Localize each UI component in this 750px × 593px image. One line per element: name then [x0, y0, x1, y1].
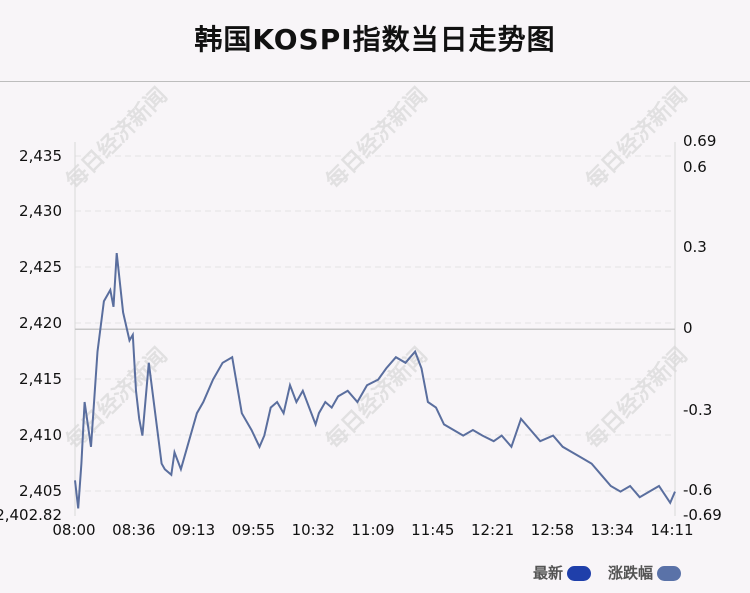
right-tick-label: -0.3 [683, 401, 712, 419]
left-tick-label: 2,410 [19, 426, 62, 444]
left-tick-label: 2,420 [19, 314, 62, 332]
title-divider [0, 81, 750, 82]
x-tick-label: 09:55 [232, 521, 275, 539]
watermark-5: 每日经济新闻 [581, 343, 693, 455]
x-tick-label: 09:13 [172, 521, 215, 539]
right-tick-label: 0 [683, 319, 693, 337]
chart-title: 韩国KOSPI指数当日走势图 [194, 23, 556, 56]
right-tick-label: -0.69 [683, 506, 722, 524]
watermark-1: 每日经济新闻 [321, 83, 433, 195]
x-tick-label: 10:32 [292, 521, 335, 539]
left-tick-label: 2,405 [19, 482, 62, 500]
x-tick-label: 14:11 [650, 521, 693, 539]
legend-item-latest[interactable]: 最新 [533, 562, 592, 583]
right-tick-labels: 0.69 0.6 0.3 0 -0.3 -0.6 -0.69 [683, 132, 722, 524]
x-tick-label: 08:00 [52, 521, 95, 539]
legend-label-change: 涨跌幅 [608, 564, 654, 582]
watermark-3: 每日经济新闻 [61, 343, 173, 455]
left-tick-labels: 2,435 2,430 2,425 2,420 2,415 2,410 2,405 2,402… [0, 147, 62, 524]
legend-swatch-latest [567, 566, 592, 581]
x-tick-label: 11:45 [411, 521, 454, 539]
x-tick-labels: 08:00 08:36 09:13 09:55 10:32 11:09 11:45 12:21… [52, 521, 693, 539]
watermark-0: 每日经济新闻 [61, 83, 173, 195]
x-tick-label: 08:36 [112, 521, 155, 539]
right-tick-label: 0.3 [683, 238, 707, 256]
legend-swatch-change [657, 566, 682, 581]
index-series-line [74, 252, 676, 509]
left-tick-label: 2,425 [19, 258, 62, 276]
legend-item-change[interactable]: 涨跌幅 [608, 562, 682, 583]
left-min-label: 2,402.82 [0, 506, 62, 524]
x-tick-label: 11:09 [351, 521, 394, 539]
left-tick-label: 2,430 [19, 202, 62, 220]
x-tick-label: 12:58 [531, 521, 574, 539]
right-tick-label: -0.6 [683, 481, 712, 499]
left-tick-label: 2,415 [19, 370, 62, 388]
x-tick-label: 12:21 [471, 521, 514, 539]
x-tick-label: 13:34 [591, 521, 634, 539]
right-tick-label: 0.69 [683, 132, 716, 150]
watermark-2: 每日经济新闻 [581, 83, 693, 195]
right-tick-label: 0.6 [683, 158, 707, 176]
left-tick-label: 2,435 [19, 147, 62, 165]
grid-lines [75, 155, 675, 492]
legend-label-latest: 最新 [533, 564, 564, 582]
